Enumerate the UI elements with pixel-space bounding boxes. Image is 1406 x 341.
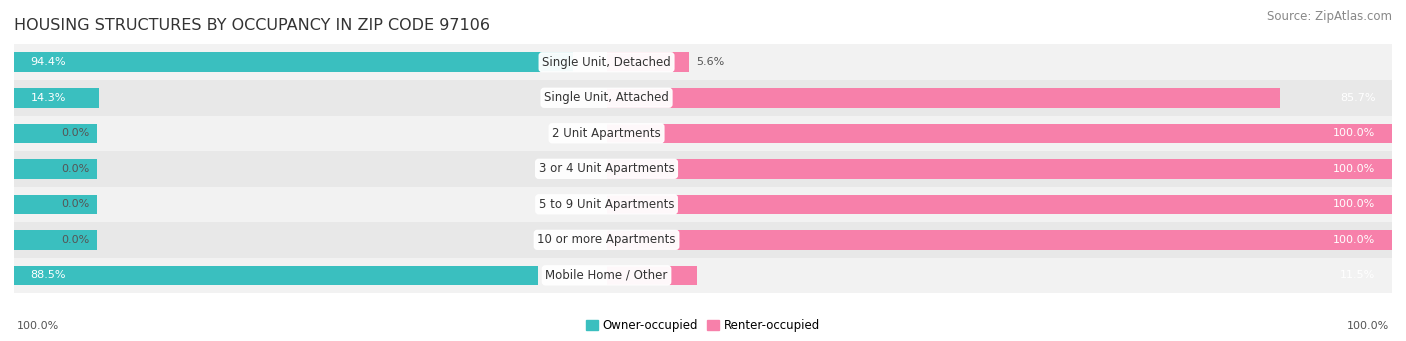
Text: 0.0%: 0.0% — [62, 164, 90, 174]
Text: 0.0%: 0.0% — [62, 199, 90, 209]
Text: 88.5%: 88.5% — [31, 270, 66, 280]
Text: Mobile Home / Other: Mobile Home / Other — [546, 269, 668, 282]
Bar — [14, 88, 98, 107]
Bar — [14, 230, 97, 250]
Text: 100.0%: 100.0% — [17, 321, 59, 331]
Text: 0.0%: 0.0% — [62, 235, 90, 245]
Text: 2 Unit Apartments: 2 Unit Apartments — [553, 127, 661, 140]
Text: 0.0%: 0.0% — [62, 128, 90, 138]
Text: 94.4%: 94.4% — [31, 57, 66, 67]
Text: 100.0%: 100.0% — [1333, 128, 1375, 138]
Text: 85.7%: 85.7% — [1340, 93, 1375, 103]
Text: 10 or more Apartments: 10 or more Apartments — [537, 233, 676, 246]
Bar — [14, 44, 1392, 80]
Bar — [14, 159, 97, 179]
Text: 100.0%: 100.0% — [1333, 235, 1375, 245]
Bar — [606, 266, 697, 285]
Text: 5.6%: 5.6% — [696, 57, 724, 67]
Bar — [606, 195, 1392, 214]
Bar — [14, 222, 1392, 257]
Bar — [606, 53, 689, 72]
Bar — [606, 123, 1392, 143]
Text: 100.0%: 100.0% — [1333, 164, 1375, 174]
Legend: Owner-occupied, Renter-occupied: Owner-occupied, Renter-occupied — [586, 319, 820, 332]
Bar — [14, 195, 97, 214]
Text: HOUSING STRUCTURES BY OCCUPANCY IN ZIP CODE 97106: HOUSING STRUCTURES BY OCCUPANCY IN ZIP C… — [14, 18, 491, 33]
Bar — [606, 88, 1279, 107]
Text: 100.0%: 100.0% — [1333, 199, 1375, 209]
Text: 5 to 9 Unit Apartments: 5 to 9 Unit Apartments — [538, 198, 675, 211]
Bar — [14, 266, 538, 285]
Text: 3 or 4 Unit Apartments: 3 or 4 Unit Apartments — [538, 162, 675, 175]
Bar — [14, 116, 1392, 151]
Text: Source: ZipAtlas.com: Source: ZipAtlas.com — [1267, 10, 1392, 23]
Text: 100.0%: 100.0% — [1347, 321, 1389, 331]
Bar — [14, 257, 1392, 293]
Bar — [606, 230, 1392, 250]
Bar — [14, 80, 1392, 116]
Bar — [14, 187, 1392, 222]
Text: Single Unit, Detached: Single Unit, Detached — [543, 56, 671, 69]
Bar — [14, 53, 574, 72]
Bar — [14, 151, 1392, 187]
Bar — [14, 123, 97, 143]
Text: 14.3%: 14.3% — [31, 93, 66, 103]
Bar — [606, 159, 1392, 179]
Text: 11.5%: 11.5% — [1340, 270, 1375, 280]
Text: Single Unit, Attached: Single Unit, Attached — [544, 91, 669, 104]
